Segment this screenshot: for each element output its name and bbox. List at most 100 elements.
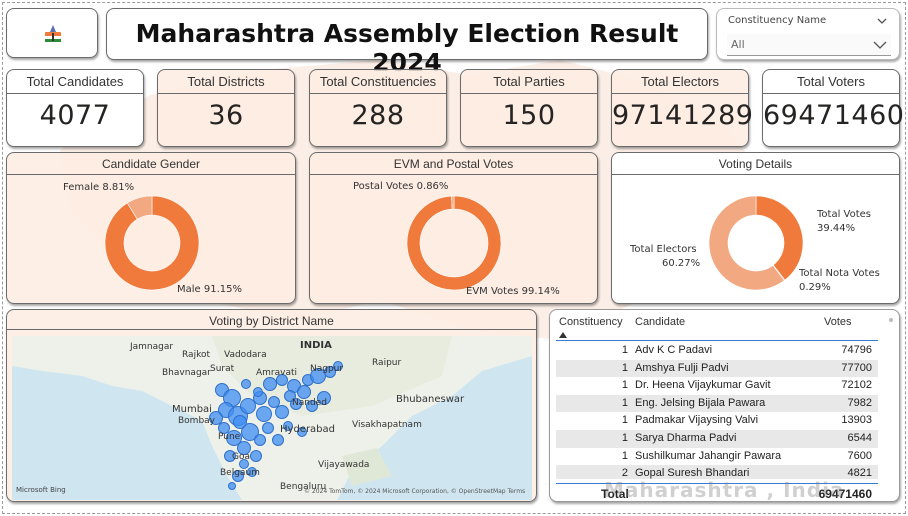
candidate-table-card: Constituency Candidate Votes 1 Adv K C P… bbox=[549, 309, 900, 502]
district-bubble[interactable] bbox=[297, 427, 307, 437]
donut-slice-total-electors[interactable] bbox=[708, 195, 785, 291]
cell-constituency: 2 bbox=[621, 467, 628, 480]
map-title: Voting by District Name bbox=[7, 310, 536, 330]
kpi-card-total-electors: Total Electors 97141289 bbox=[611, 69, 754, 147]
district-bubble[interactable] bbox=[233, 415, 247, 429]
map-label: Jamnagar bbox=[130, 342, 174, 352]
table-row[interactable]: 2 Gopal Suresh Bhandari 4821 bbox=[556, 465, 878, 480]
map-label: Goa bbox=[232, 452, 250, 462]
table-scrollbar[interactable] bbox=[889, 318, 893, 322]
table-row[interactable]: 1 Amshya Fulji Padvi 77700 bbox=[556, 359, 878, 378]
map-label: Surat bbox=[210, 364, 235, 374]
cell-candidate: Gopal Suresh Bhandari bbox=[635, 467, 750, 480]
column-header-votes[interactable]: Votes bbox=[824, 316, 852, 328]
chevron-down-icon[interactable] bbox=[877, 17, 887, 25]
cell-candidate: Adv K C Padavi bbox=[635, 344, 713, 356]
cell-votes: 4821 bbox=[847, 467, 872, 480]
kpi-card-total-candidates: Total Candidates 4077 bbox=[6, 69, 144, 147]
table-total-row: Total 69471460 bbox=[556, 483, 878, 501]
map-copyright[interactable]: © 2024 TomTom, © 2024 Microsoft Corporat… bbox=[304, 488, 526, 495]
district-bubble[interactable] bbox=[290, 398, 302, 410]
cell-candidate: Sushilkumar Jahangir Pawara bbox=[635, 449, 782, 462]
title-card: Maharashtra Assembly Election Result 202… bbox=[106, 8, 708, 77]
kpi-label: Total Voters bbox=[763, 70, 899, 94]
constituency-slicer[interactable]: Constituency Name All bbox=[716, 8, 900, 60]
district-bubble[interactable] bbox=[228, 482, 236, 490]
cell-candidate: Padmakar Vijaysing Valvi bbox=[635, 414, 759, 427]
map-label: Amravati bbox=[256, 368, 298, 378]
district-bubble[interactable] bbox=[306, 400, 318, 412]
district-bubble[interactable] bbox=[226, 430, 242, 446]
sort-ascending-icon[interactable] bbox=[559, 332, 567, 338]
kpi-label: Total Constituencies bbox=[310, 70, 446, 94]
district-bubble[interactable] bbox=[272, 434, 284, 446]
kpi-value: 97141289 bbox=[612, 100, 754, 131]
table-row[interactable]: 1 Sarya Dharma Padvi 6544 bbox=[556, 430, 878, 448]
donut-label-total-votes: Total Votes bbox=[817, 209, 871, 220]
cell-constituency: 1 bbox=[621, 449, 628, 462]
district-bubble[interactable] bbox=[232, 470, 244, 482]
donut-slice-male[interactable] bbox=[104, 195, 200, 291]
district-bubble[interactable] bbox=[218, 422, 230, 434]
table-row[interactable]: 1 Padmakar Vijaysing Valvi 13903 bbox=[556, 412, 878, 430]
district-bubble[interactable] bbox=[253, 387, 263, 397]
donut-slice-evm-votes[interactable] bbox=[406, 195, 502, 291]
kpi-card-total-parties: Total Parties 150 bbox=[460, 69, 598, 147]
district-bubble[interactable] bbox=[209, 411, 223, 425]
total-value: 69471460 bbox=[818, 487, 872, 501]
district-bubble[interactable] bbox=[237, 441, 251, 455]
cell-constituency: 1 bbox=[621, 379, 628, 392]
kpi-label: Total Districts bbox=[158, 70, 294, 94]
evm-postal-chart: EVM and Postal Votes Postal Votes 0.86% … bbox=[309, 152, 598, 304]
cell-constituency: 1 bbox=[621, 344, 628, 356]
map-label: Bhavnagar bbox=[162, 368, 211, 378]
district-bubble[interactable] bbox=[268, 396, 280, 408]
district-bubble[interactable] bbox=[262, 422, 274, 434]
district-bubble[interactable] bbox=[240, 398, 256, 414]
donut-label-total-electors: Total Electors bbox=[630, 244, 697, 255]
candidate-gender-chart: Candidate Gender Female 8.81% Male 91.15… bbox=[6, 152, 296, 304]
district-bubble[interactable] bbox=[247, 467, 257, 477]
district-bubble[interactable] bbox=[297, 385, 311, 399]
donut-label-nota: Total Nota Votes bbox=[799, 268, 880, 279]
cell-votes: 72102 bbox=[841, 379, 872, 392]
cell-constituency: 1 bbox=[621, 396, 628, 409]
table-row[interactable]: 1 Dr. Heena Vijaykumar Gavit 72102 bbox=[556, 377, 878, 395]
district-bubble[interactable] bbox=[239, 459, 249, 469]
table-row[interactable]: 1 Sushilkumar Jahangir Pawara 7600 bbox=[556, 448, 878, 466]
district-bubble[interactable] bbox=[283, 421, 293, 431]
district-bubble[interactable] bbox=[275, 405, 289, 419]
district-bubble[interactable] bbox=[250, 450, 262, 462]
table-row[interactable]: 1 Adv K C Padavi 74796 bbox=[556, 342, 878, 360]
district-bubble[interactable] bbox=[256, 406, 272, 422]
map-label: Vadodara bbox=[224, 350, 267, 360]
district-bubble[interactable] bbox=[333, 361, 343, 371]
column-header-constituency[interactable]: Constituency bbox=[559, 316, 623, 328]
district-bubble[interactable] bbox=[254, 434, 266, 446]
district-bubble[interactable] bbox=[224, 450, 236, 462]
kpi-card-total-voters: Total Voters 69471460 bbox=[762, 69, 905, 147]
column-header-candidate[interactable]: Candidate bbox=[635, 316, 686, 328]
donut-label-evm: EVM Votes 99.14% bbox=[466, 286, 560, 297]
district-bubble[interactable] bbox=[263, 377, 277, 391]
table-row[interactable]: 1 Eng. Jelsing Bijala Pawara 7982 bbox=[556, 394, 878, 413]
cell-candidate: Amshya Fulji Padvi bbox=[635, 361, 729, 374]
map-label: Pune bbox=[218, 432, 241, 442]
voting-details-chart: Voting Details Total Votes 39.44% Total … bbox=[611, 152, 900, 304]
donut-slice-postal-votes[interactable] bbox=[451, 195, 455, 210]
slicer-dropdown[interactable]: All bbox=[727, 34, 891, 56]
district-bubble[interactable] bbox=[276, 374, 288, 386]
chevron-down-icon[interactable] bbox=[873, 41, 887, 50]
chart-title: Voting Details bbox=[612, 153, 899, 175]
cell-votes: 13903 bbox=[841, 414, 872, 427]
district-bubble[interactable] bbox=[241, 379, 251, 389]
kpi-value: 36 bbox=[208, 100, 244, 131]
district-bubble[interactable] bbox=[317, 391, 331, 405]
donut-slice-female[interactable] bbox=[126, 195, 153, 220]
kpi-value: 288 bbox=[351, 100, 405, 131]
district-map[interactable]: INDIA Jamnagar Rajkot Vadodara Surat Bha… bbox=[12, 336, 532, 500]
donut-slice-total-votes[interactable] bbox=[755, 195, 804, 281]
cell-votes: 6544 bbox=[847, 432, 872, 444]
kpi-value: 69471460 bbox=[763, 100, 905, 131]
map-label: INDIA bbox=[300, 340, 332, 351]
